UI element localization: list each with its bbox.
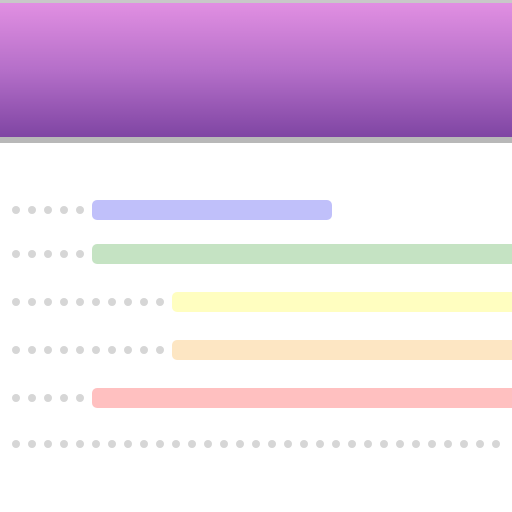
footer-dot [220, 440, 228, 448]
indent-dots [12, 394, 84, 402]
indent-dot [44, 298, 52, 306]
indent-dot [156, 298, 164, 306]
footer-dot [380, 440, 388, 448]
footer-dot [76, 440, 84, 448]
list-row-yellow[interactable] [0, 292, 512, 312]
footer-dot [316, 440, 324, 448]
indent-dot [60, 206, 68, 214]
footer-dot [428, 440, 436, 448]
indent-dots [12, 250, 84, 258]
footer-dot [124, 440, 132, 448]
footer-dot [156, 440, 164, 448]
indent-dot [60, 250, 68, 258]
footer-dot [396, 440, 404, 448]
footer-dot [92, 440, 100, 448]
footer-dot [332, 440, 340, 448]
indent-dot [124, 298, 132, 306]
footer-dot [188, 440, 196, 448]
indent-dot [124, 346, 132, 354]
indent-dot [44, 394, 52, 402]
indent-dot [92, 298, 100, 306]
indent-dot [60, 346, 68, 354]
indent-dot [12, 206, 20, 214]
header-bar [0, 3, 512, 137]
footer-dot [492, 440, 500, 448]
indent-dot [92, 346, 100, 354]
bar-green[interactable] [92, 244, 512, 264]
indent-dot [44, 346, 52, 354]
footer-dot [12, 440, 20, 448]
indent-dot [76, 346, 84, 354]
indent-dot [108, 346, 116, 354]
footer-dotted-line [0, 434, 512, 454]
indent-dot [44, 250, 52, 258]
indent-dots [12, 206, 84, 214]
indent-dot [28, 206, 36, 214]
footer-dot [460, 440, 468, 448]
top-border [0, 0, 512, 3]
indent-dot [12, 250, 20, 258]
indent-dot [28, 346, 36, 354]
indent-dot [76, 298, 84, 306]
indent-dot [28, 298, 36, 306]
indent-dots [12, 298, 164, 306]
indent-dot [28, 394, 36, 402]
footer-dot [300, 440, 308, 448]
indent-dots [12, 346, 164, 354]
footer-dot [268, 440, 276, 448]
indent-dot [140, 346, 148, 354]
indent-dot [108, 298, 116, 306]
footer-dot [284, 440, 292, 448]
footer-dot [444, 440, 452, 448]
list-row-blue[interactable] [0, 200, 512, 220]
footer-dots [12, 440, 500, 448]
footer-dot [236, 440, 244, 448]
footer-dot [108, 440, 116, 448]
footer-dot [44, 440, 52, 448]
indent-dot [44, 206, 52, 214]
footer-dot [348, 440, 356, 448]
indent-dot [60, 298, 68, 306]
footer-dot [364, 440, 372, 448]
footer-dot [412, 440, 420, 448]
indent-dot [12, 346, 20, 354]
list-row-orange[interactable] [0, 340, 512, 360]
indent-dot [156, 346, 164, 354]
indent-dot [76, 206, 84, 214]
footer-dot [204, 440, 212, 448]
indent-dot [76, 394, 84, 402]
indent-dot [28, 250, 36, 258]
bar-blue[interactable] [92, 200, 332, 220]
footer-dot [28, 440, 36, 448]
bar-orange[interactable] [172, 340, 512, 360]
footer-dot [476, 440, 484, 448]
footer-dot [140, 440, 148, 448]
indent-dot [60, 394, 68, 402]
indent-dot [140, 298, 148, 306]
bar-yellow[interactable] [172, 292, 512, 312]
indent-dot [12, 394, 20, 402]
indent-dot [76, 250, 84, 258]
header-shadow [0, 137, 512, 143]
indent-dot [12, 298, 20, 306]
list-row-green[interactable] [0, 244, 512, 264]
footer-dot [172, 440, 180, 448]
bar-red[interactable] [92, 388, 512, 408]
footer-dot [252, 440, 260, 448]
list-row-red[interactable] [0, 388, 512, 408]
footer-dot [60, 440, 68, 448]
